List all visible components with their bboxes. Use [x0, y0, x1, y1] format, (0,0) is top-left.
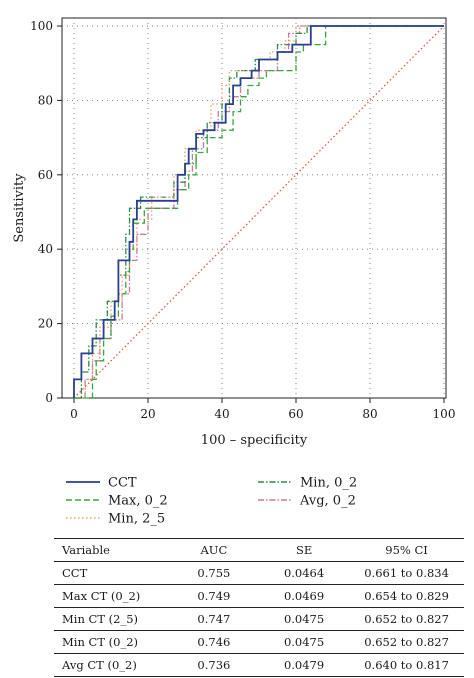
cell-se: 0.0479: [283, 658, 325, 672]
cell-ci: 0.654 to 0.829: [364, 589, 449, 603]
y-axis-title: Sensitivity: [12, 173, 27, 243]
header-ci: 95% CI: [385, 543, 428, 557]
cell-ci: 0.640 to 0.817: [364, 658, 449, 672]
auc-table: Variable AUC SE 95% CI CCT 0.755 0.0464 …: [54, 538, 464, 677]
series-line-max-0-2: [74, 25, 444, 399]
series-line-cct: [73, 25, 444, 398]
y-tick-label: 80: [38, 93, 53, 107]
cell-auc: 0.747: [197, 612, 231, 626]
cell-se: 0.0469: [283, 589, 325, 603]
plot-frame: [61, 17, 447, 399]
reference-diagonal-line: [73, 25, 445, 399]
cell-auc: 0.736: [197, 658, 231, 672]
series-line-min-2-5: [74, 25, 444, 399]
x-tick-label: 100: [433, 407, 456, 421]
y-tick-label: 20: [38, 317, 53, 331]
header-auc: AUC: [200, 543, 228, 557]
table-header-row: Variable AUC SE 95% CI: [54, 538, 464, 562]
table-row: Max CT (0_2) 0.749 0.0469 0.654 to 0.829: [54, 585, 464, 608]
cell-auc: 0.746: [197, 635, 231, 649]
cell-auc: 0.749: [197, 589, 231, 603]
cell-ci: 0.652 to 0.827: [364, 612, 449, 626]
legend-label: CCT: [108, 476, 137, 491]
legend-label: Max, 0_2: [108, 494, 168, 509]
header-se: SE: [295, 543, 313, 557]
series-line-min-0-2: [74, 25, 444, 399]
table-row: Avg CT (0_2) 0.736 0.0479 0.640 to 0.817: [54, 654, 464, 677]
cell-variable: Max CT (0_2): [62, 589, 141, 603]
table-row: Min CT (0_2) 0.746 0.0475 0.652 to 0.827: [54, 631, 464, 654]
cell-se: 0.0475: [283, 612, 325, 626]
x-tick-label: 40: [214, 407, 229, 421]
table-row: CCT 0.755 0.0464 0.661 to 0.834: [54, 562, 464, 585]
y-tick-label: 100: [30, 19, 53, 33]
legend-label: Min, 2_5: [108, 512, 165, 527]
x-tick-label: 60: [288, 407, 303, 421]
cell-se: 0.0464: [283, 566, 325, 580]
header-variable: Variable: [62, 543, 110, 557]
cell-ci: 0.652 to 0.827: [364, 635, 449, 649]
roc-chart: 0 20 40 60 80 100 0 20 40 60 80 100 100 – specificit…: [12, 17, 456, 527]
cell-ci: 0.661 to 0.834: [364, 566, 449, 580]
legend-label: Avg, 0_2: [299, 494, 356, 509]
cell-se: 0.0475: [283, 635, 325, 649]
cell-variable: Min CT (2_5): [62, 612, 138, 626]
x-axis-title: 100 – specificity: [201, 433, 308, 448]
table-row: Min CT (2_5) 0.747 0.0475 0.652 to 0.827: [54, 608, 464, 631]
x-tick-label: 80: [362, 407, 377, 421]
cell-variable: CCT: [62, 566, 88, 580]
legend-label: Min, 0_2: [300, 476, 357, 491]
cell-auc: 0.755: [197, 566, 231, 580]
x-tick-label: 20: [140, 407, 155, 421]
cell-variable: Min CT (0_2): [62, 635, 138, 649]
cell-variable: Avg CT (0_2): [62, 658, 137, 672]
y-tick-label: 40: [38, 242, 53, 256]
x-tick-label: 0: [70, 407, 78, 421]
y-tick-label: 0: [45, 391, 53, 405]
y-tick-label: 60: [38, 168, 53, 182]
series-line-avg-0-2: [74, 25, 444, 399]
